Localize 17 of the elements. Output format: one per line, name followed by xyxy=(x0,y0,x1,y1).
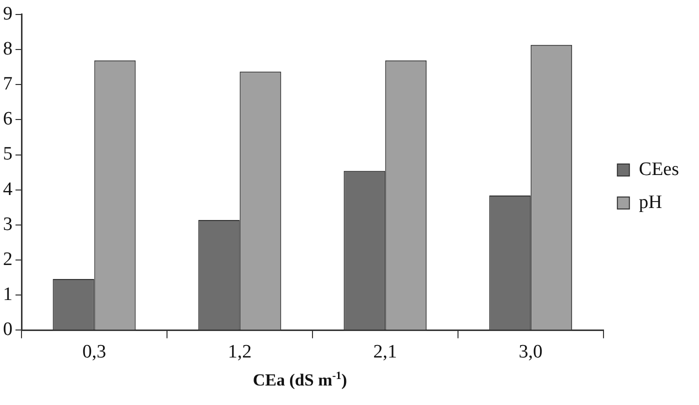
legend-label: pH xyxy=(638,192,662,213)
y-tick-label: 2 xyxy=(3,249,12,270)
y-tick-label: 4 xyxy=(3,178,13,200)
x-tick-label: 3,0 xyxy=(518,342,543,363)
x-tick-label: 0,3 xyxy=(82,342,106,363)
x-axis-title: CEa (dS m$^{-1}$) xyxy=(252,370,348,391)
y-tick-label: 0 xyxy=(3,319,12,340)
y-tick-label: 7 xyxy=(3,74,12,95)
y-tick-label: 1 xyxy=(3,284,12,306)
y-tick-label: 6 xyxy=(3,108,12,130)
y-tick-label: 5 xyxy=(3,144,12,165)
x-tick-label: 1,2 xyxy=(228,342,252,363)
y-tick-label: 9 xyxy=(3,3,12,24)
y-tick-label: 8 xyxy=(3,38,12,60)
legend-label: CEes xyxy=(638,158,680,180)
x-tick-label: 2,1 xyxy=(373,342,398,363)
y-tick-label: 3 xyxy=(3,214,12,235)
